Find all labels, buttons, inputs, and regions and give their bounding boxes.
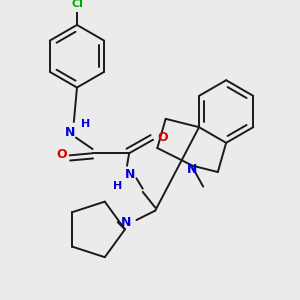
Text: H: H <box>113 181 122 190</box>
Text: N: N <box>121 216 131 229</box>
Text: N: N <box>125 168 135 181</box>
Text: O: O <box>56 148 67 161</box>
Text: H: H <box>81 119 90 129</box>
Text: N: N <box>187 164 197 176</box>
Text: Cl: Cl <box>71 0 83 9</box>
Text: O: O <box>157 131 168 144</box>
Text: N: N <box>64 126 75 139</box>
